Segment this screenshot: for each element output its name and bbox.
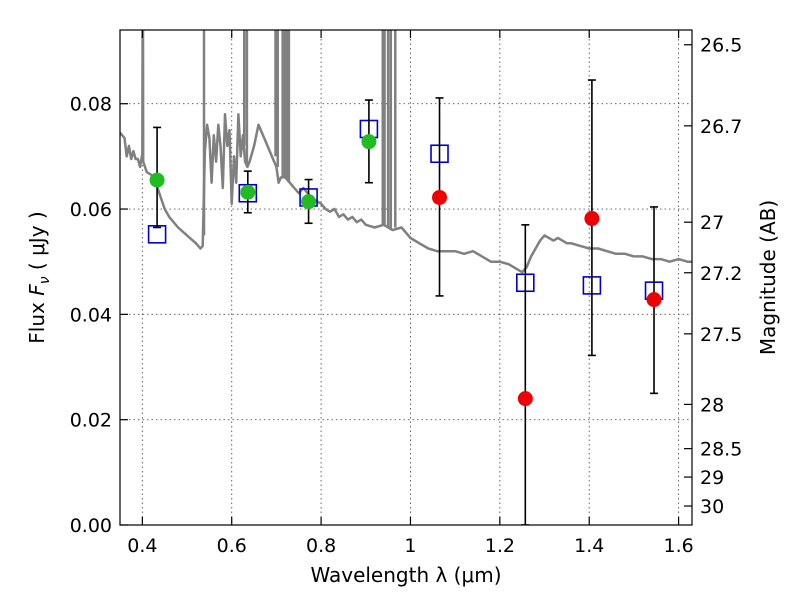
y2-tick-label: 27.2 bbox=[700, 263, 742, 285]
y-tick-label: 0.02 bbox=[70, 410, 112, 432]
model-flux-square bbox=[147, 225, 167, 244]
plot-area bbox=[120, 30, 692, 525]
x-tick-label: 1 bbox=[404, 535, 416, 557]
x-tick-label: 1.6 bbox=[663, 535, 693, 557]
axes-ticks: 0.4 0.6 0.8 1 1.2 1.4 1.6 0.00 0.02 0.04 0.06 0.08 2… bbox=[70, 30, 742, 557]
y-axis-label: Flux Fν ( μJy ) bbox=[25, 211, 53, 343]
observed-flux-point bbox=[301, 194, 317, 210]
y-axis-label-prefix: Flux bbox=[25, 296, 49, 344]
observed-flux-point bbox=[432, 189, 448, 205]
y2-tick-label: 29 bbox=[700, 467, 724, 489]
data-series bbox=[120, 30, 692, 525]
y-axis-label-symbol: F bbox=[25, 284, 49, 296]
y2-tick-label: 28.5 bbox=[700, 439, 742, 461]
y-tick-label: 0.04 bbox=[70, 304, 112, 326]
observed-flux-point bbox=[584, 211, 600, 227]
y2-tick-label: 27 bbox=[700, 212, 724, 234]
y-tick-label: 0.06 bbox=[70, 199, 112, 221]
x-tick-label: 0.6 bbox=[217, 535, 247, 557]
y-axis-label-suffix: ( μJy ) bbox=[25, 211, 49, 276]
observed-flux-point bbox=[517, 391, 533, 407]
x-tick-label: 0.4 bbox=[127, 535, 157, 557]
y-tick-label: 0.08 bbox=[70, 94, 112, 116]
y2-axis-label: Magnitude (AB) bbox=[756, 200, 780, 355]
x-tick-label: 1.4 bbox=[574, 535, 604, 557]
x-axis-label: Wavelength λ (μm) bbox=[310, 563, 501, 587]
y2-tick-label: 28 bbox=[700, 394, 724, 416]
y2-tick-label: 26.5 bbox=[700, 35, 742, 57]
grid bbox=[120, 30, 692, 526]
observed-flux-point bbox=[361, 134, 377, 150]
y-tick-label: 0.00 bbox=[70, 515, 112, 537]
plot-frame bbox=[119, 29, 693, 526]
y2-tick-label: 30 bbox=[700, 496, 724, 518]
template-spectrum-line bbox=[120, 30, 692, 274]
x-tick-label: 1.2 bbox=[485, 535, 515, 557]
observed-flux-point bbox=[149, 172, 165, 188]
y-axis-label-subscript: ν bbox=[37, 276, 53, 284]
y2-tick-label: 27.5 bbox=[700, 324, 742, 346]
y2-tick-label: 26.7 bbox=[700, 116, 742, 138]
observed-flux-point bbox=[240, 184, 256, 200]
observed-flux-point bbox=[646, 292, 662, 308]
x-tick-label: 0.8 bbox=[306, 535, 336, 557]
